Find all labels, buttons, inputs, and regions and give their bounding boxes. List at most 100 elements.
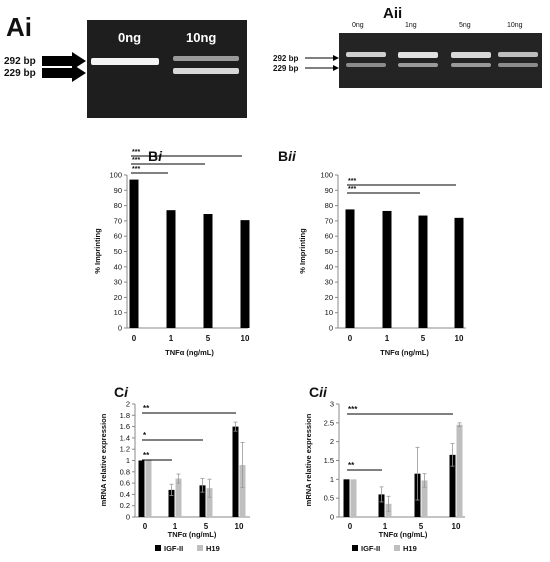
y-tick-label: 40 (114, 262, 122, 271)
significance-label: ** (143, 451, 150, 460)
x-tick-label: 1 (385, 334, 390, 343)
bar-0 (345, 209, 355, 328)
gel-aii-band-1ng-229 (398, 63, 438, 67)
x-tick-label: 10 (241, 334, 250, 343)
chart-cii: Cii 0 0.5 1 1.5 2 2.5 3 mRNA relative expression… (304, 384, 465, 553)
panel-label-suffix: i (124, 384, 129, 400)
significance-label: *** (132, 157, 140, 164)
y-tick-label: 1.6 (120, 422, 130, 431)
gel-ai-lane-10ng: 10ng (186, 30, 216, 45)
gel-ai-lane-0ng: 0ng (118, 30, 141, 45)
y-tick-label: 1.4 (120, 433, 130, 442)
x-tick-label: 10 (235, 522, 244, 531)
panel-label-suffix: ii (288, 148, 297, 164)
gel-aii-arrowhead-292 (333, 55, 339, 61)
y-tick-label: 1 (330, 475, 334, 484)
gel-ai-band-10ng-229 (173, 68, 239, 74)
legend-label-IGF-II: IGF-II (361, 544, 380, 553)
y-tick-label: 40 (325, 262, 333, 271)
bar-0 (129, 179, 139, 328)
panel-label-letter: B (278, 148, 288, 164)
y-tick-label: 2 (330, 437, 334, 446)
x-tick-label: 0 (348, 522, 353, 531)
y-tick-label: 0.5 (324, 494, 334, 503)
gel-aii-lane-0ng: 0ng (352, 22, 364, 29)
x-tick-label: 1 (383, 522, 388, 531)
significance-label: *** (348, 186, 356, 193)
bar-IGF-II-1 (168, 489, 175, 517)
gel-aii-lane-5ng: 5ng (459, 22, 471, 29)
x-tick-label: 0 (143, 522, 148, 531)
panel-label-suffix: ii (319, 384, 328, 400)
x-tick-label: 5 (421, 334, 426, 343)
legend-label-IGF-II: IGF-II (164, 544, 183, 553)
x-tick-label: 5 (419, 522, 424, 531)
y-tick-label: 30 (114, 278, 122, 287)
y-tick-label: 0.8 (120, 467, 130, 476)
y-axis-label: % Imprinting (298, 228, 307, 274)
y-axis-label: mRNA relative expression (304, 413, 313, 506)
gel-aii-band-0ng-292 (346, 52, 386, 57)
y-tick-label: 2 (126, 400, 130, 409)
y-tick-label: 20 (325, 293, 333, 302)
panel-label-bii: Bii (278, 148, 297, 164)
y-tick-label: 30 (325, 278, 333, 287)
x-tick-label: 10 (455, 334, 464, 343)
y-tick-label: 100 (320, 171, 333, 180)
y-tick-label: 80 (114, 201, 122, 210)
panel-label-cii: Cii (309, 384, 328, 400)
bar-H19-10 (239, 465, 246, 517)
y-tick-label: 10 (114, 308, 122, 317)
y-tick-label: 10 (325, 308, 333, 317)
significance-label: *** (132, 149, 140, 156)
bar-10 (240, 220, 250, 328)
bar-H19-0 (350, 479, 357, 517)
significance-label: ** (143, 404, 150, 413)
y-tick-label: 70 (114, 216, 122, 225)
y-tick-label: 0 (126, 513, 130, 522)
bar-5 (418, 215, 428, 328)
x-tick-label: 0 (348, 334, 353, 343)
bar-10 (454, 217, 464, 328)
chart-bi: Bi0102030405060708090100% Imprinting0151… (93, 148, 250, 357)
y-tick-label: 1.8 (120, 411, 130, 420)
bar-H19-5 (421, 480, 428, 517)
panel-label-aii: Aii (383, 5, 402, 22)
y-tick-label: 90 (114, 186, 122, 195)
bar-H19-5 (206, 488, 213, 517)
panel-label-ci: Ci (114, 384, 129, 400)
gel-aii-band-5ng-292 (451, 52, 491, 58)
y-tick-label: 90 (325, 186, 333, 195)
y-tick-label: 70 (325, 216, 333, 225)
y-tick-label: 0.6 (120, 479, 130, 488)
x-axis-label: TNFα (ng/mL) (379, 530, 428, 539)
bar-5 (203, 214, 213, 328)
gel-ai-arrow-292 (42, 52, 86, 70)
y-tick-label: 60 (114, 232, 122, 241)
x-tick-label: 1 (169, 334, 174, 343)
x-tick-label: 5 (204, 522, 209, 531)
x-tick-label: 10 (452, 522, 461, 531)
bar-IGF-II-10 (449, 454, 456, 517)
gel-aii-band-10ng-229 (498, 63, 538, 67)
gel-aii-label-229: 229 bp (273, 64, 298, 73)
gel-aii-band-1ng-292 (398, 52, 438, 58)
gel-aii-label-292: 292 bp (273, 54, 298, 63)
x-tick-label: 0 (132, 334, 137, 343)
gel-aii-band-5ng-229 (451, 63, 491, 67)
y-tick-label: 2.5 (324, 418, 334, 427)
panel-label-ai: Ai (6, 12, 32, 42)
y-tick-label: 0 (118, 324, 122, 333)
legend-swatch-H19 (197, 545, 203, 551)
bar-IGF-II-5 (199, 485, 206, 517)
x-axis-label: TNFα (ng/mL) (165, 348, 214, 357)
bar-IGF-II-0 (138, 460, 145, 517)
gel-aii-lane-10ng: 10ng (507, 22, 523, 29)
y-tick-label: 60 (325, 232, 333, 241)
gel-ai-band-0ng-292 (91, 58, 159, 65)
legend-swatch-IGF-II (352, 545, 358, 551)
legend-label-H19: H19 (206, 544, 220, 553)
bar-H19-10 (456, 424, 463, 517)
y-axis-label: mRNA relative expression (99, 413, 108, 506)
